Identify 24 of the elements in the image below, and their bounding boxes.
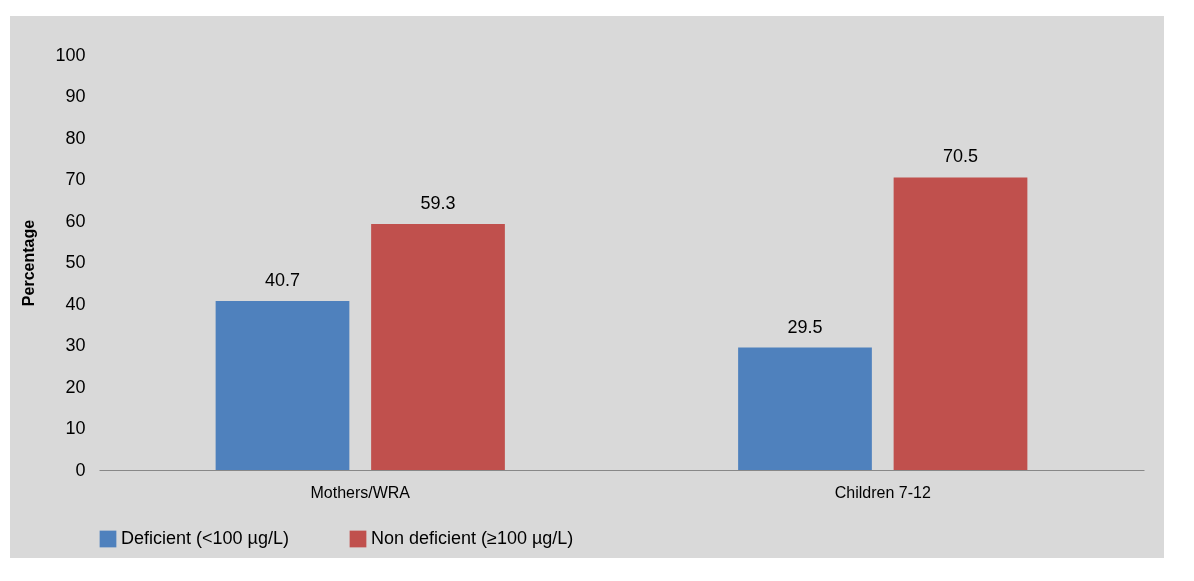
legend-label: Non deficient (≥100 µg/L) bbox=[371, 528, 574, 548]
y-tick-label: 0 bbox=[75, 459, 86, 480]
x-tick-label: Children 7-12 bbox=[834, 483, 931, 501]
y-tick-label: 50 bbox=[65, 252, 86, 272]
y-tick-label: 100 bbox=[55, 44, 86, 65]
y-tick-label: 20 bbox=[65, 376, 86, 397]
y-tick-label: 60 bbox=[65, 210, 86, 231]
bar bbox=[371, 223, 505, 470]
y-tick-label: 70 bbox=[65, 169, 86, 189]
y-tick-label: 10 bbox=[65, 418, 86, 438]
y-axis-title: Percentage bbox=[20, 219, 38, 307]
y-tick-label: 80 bbox=[65, 127, 86, 148]
data-label: 70.5 bbox=[942, 146, 979, 167]
legend-label: Deficient (<100 µg/L) bbox=[121, 528, 289, 548]
y-tick-label: 90 bbox=[65, 86, 86, 106]
data-label: 29.5 bbox=[787, 316, 823, 337]
y-tick-label: 30 bbox=[65, 335, 86, 355]
x-tick-label: Mothers/WRA bbox=[310, 483, 411, 501]
bar bbox=[738, 347, 872, 470]
bar bbox=[893, 177, 1028, 470]
data-label: 40.7 bbox=[264, 270, 301, 291]
data-label: 59.3 bbox=[420, 192, 456, 213]
y-tick-label: 40 bbox=[65, 293, 86, 314]
bar bbox=[215, 301, 350, 470]
